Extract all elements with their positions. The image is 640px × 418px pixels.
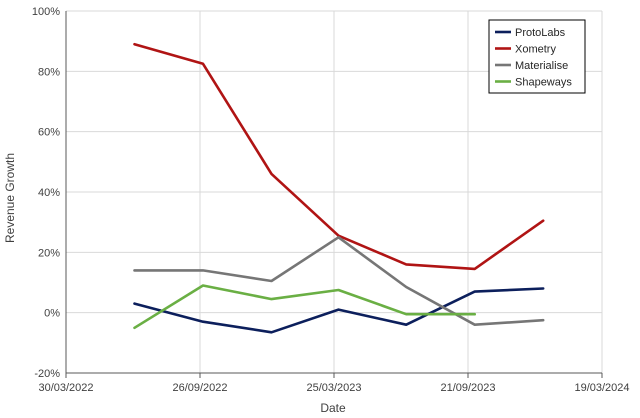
y-tick-label: 80%	[38, 66, 60, 78]
series-line-xometry	[133, 42, 545, 271]
y-tick-label: 0%	[44, 308, 60, 320]
legend-label: Materialise	[515, 60, 568, 72]
y-tick-label: 20%	[38, 247, 60, 259]
series-line-protolabs	[133, 287, 545, 334]
x-axis-title: Date	[320, 401, 346, 415]
x-tick-label: 26/09/2022	[172, 382, 227, 394]
y-tick-label: -20%	[34, 368, 60, 380]
y-tick-label: 60%	[38, 127, 60, 139]
y-tick-label: 40%	[38, 187, 60, 199]
series-line-shapeways	[133, 284, 477, 330]
x-tick-label: 30/03/2022	[38, 382, 93, 394]
x-tick-label: 19/03/2024	[574, 382, 629, 394]
legend-label: Shapeways	[515, 77, 572, 89]
axes: -20% 0% 20% 40% 60% 80% 100% 30/03/2022 26/09/20…	[32, 6, 630, 394]
legend: ProtoLabs Xometry Materialise Shapeways	[488, 19, 586, 94]
x-tick-label: 21/09/2023	[440, 382, 495, 394]
y-tick-label: 100%	[32, 6, 60, 18]
series-lines	[133, 42, 545, 334]
legend-label: ProtoLabs	[515, 27, 566, 39]
series-line-materialise	[133, 236, 545, 327]
legend-label: Xometry	[515, 44, 556, 56]
y-axis-title: Revenue Growth	[3, 153, 17, 243]
x-tick-label: 25/03/2023	[306, 382, 361, 394]
